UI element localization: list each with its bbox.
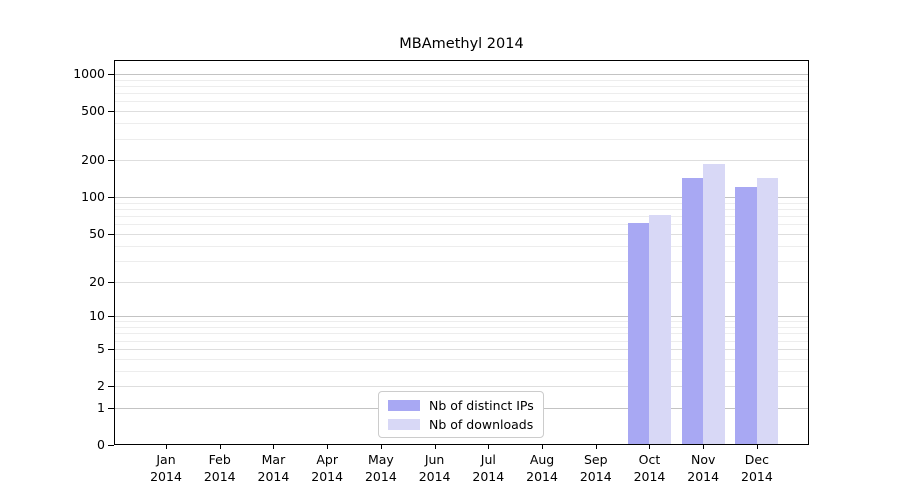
bar-downloads [703, 164, 725, 444]
x-tick-label: Nov 2014 [687, 452, 720, 484]
gridline [115, 209, 808, 211]
y-tick [108, 197, 114, 199]
gridline [115, 348, 808, 350]
x-tick-label: Apr 2014 [311, 452, 344, 484]
gridline [115, 197, 808, 199]
y-tick-label: 5 [97, 340, 105, 356]
chart-title: MBAmethyl 2014 [399, 36, 524, 52]
x-tick-label: Dec 2014 [741, 452, 773, 484]
x-tick [756, 445, 758, 449]
legend-item-distinct-ips: Nb of distinct IPs [388, 398, 534, 413]
gridline [115, 260, 808, 262]
y-tick-label: 2 [97, 378, 105, 394]
y-tick [108, 407, 114, 409]
y-tick-label: 1 [97, 399, 105, 415]
y-tick [108, 160, 114, 162]
legend-swatch-distinct-ips [388, 399, 420, 411]
y-tick [108, 445, 114, 446]
bar-downloads [649, 215, 671, 444]
bar-distinct-ips [681, 178, 704, 444]
x-tick-label: Feb 2014 [203, 452, 236, 484]
x-tick [649, 445, 651, 449]
x-tick-label: Jan 2014 [150, 452, 182, 484]
y-tick-label: 20 [89, 273, 105, 289]
y-tick-label: 10 [89, 308, 105, 324]
gridline [115, 358, 808, 360]
gridline [115, 86, 808, 88]
x-tick [542, 445, 544, 449]
gridline [115, 316, 808, 318]
gridline [115, 101, 808, 103]
x-tick-label: Aug 2014 [526, 452, 558, 484]
gridline [115, 93, 808, 95]
x-tick [434, 445, 436, 449]
x-tick-label: Mar 2014 [257, 452, 290, 484]
y-tick [108, 111, 114, 113]
bar-distinct-ips [735, 186, 757, 444]
x-tick [380, 445, 382, 449]
gridline [115, 74, 808, 76]
y-tick-label: 1000 [73, 66, 105, 82]
x-tick-label: Oct 2014 [633, 452, 666, 484]
x-tick-label: Sep 2014 [579, 452, 612, 484]
gridline [115, 321, 808, 323]
y-tick [108, 316, 114, 318]
gridline [115, 281, 808, 283]
x-tick [595, 445, 597, 449]
y-tick [108, 281, 114, 283]
gridline [115, 202, 808, 204]
gridline [115, 138, 808, 140]
bar-distinct-ips [627, 223, 650, 444]
x-tick [273, 445, 275, 449]
plot-area [114, 60, 809, 445]
gridline [115, 79, 808, 81]
gridline [115, 245, 808, 247]
legend-label-downloads: Nb of downloads [429, 416, 534, 432]
y-tick-label: 500 [81, 103, 105, 119]
gridline [115, 216, 808, 218]
gridline [115, 386, 808, 388]
gridline [115, 340, 808, 342]
y-tick-label: 50 [89, 225, 105, 241]
y-tick [108, 386, 114, 388]
x-tick [488, 445, 490, 449]
gridline [115, 111, 808, 113]
x-tick-label: Jul 2014 [472, 452, 505, 484]
y-tick-label: 100 [81, 189, 105, 205]
x-tick-label: Jun 2014 [418, 452, 451, 484]
x-tick [219, 445, 221, 449]
y-tick [108, 233, 114, 235]
gridline [115, 327, 808, 329]
y-tick [108, 74, 114, 76]
x-tick [703, 445, 705, 449]
y-tick-label: 0 [97, 437, 105, 452]
gridline [115, 333, 808, 335]
legend-item-downloads: Nb of downloads [388, 417, 534, 432]
legend-swatch-downloads [388, 418, 420, 430]
x-tick [327, 445, 329, 449]
gridline [115, 160, 808, 162]
x-tick [166, 445, 167, 449]
gridline [115, 224, 808, 226]
y-tick-label: 200 [81, 152, 105, 168]
gridline [115, 123, 808, 125]
legend-label-distinct-ips: Nb of distinct IPs [429, 397, 534, 413]
x-tick-label: May 2014 [364, 452, 397, 484]
gridline [115, 233, 808, 235]
legend: Nb of distinct IPs Nb of downloads [378, 391, 544, 438]
bar-downloads [756, 177, 779, 444]
y-tick [108, 348, 114, 350]
gridline [115, 370, 808, 372]
